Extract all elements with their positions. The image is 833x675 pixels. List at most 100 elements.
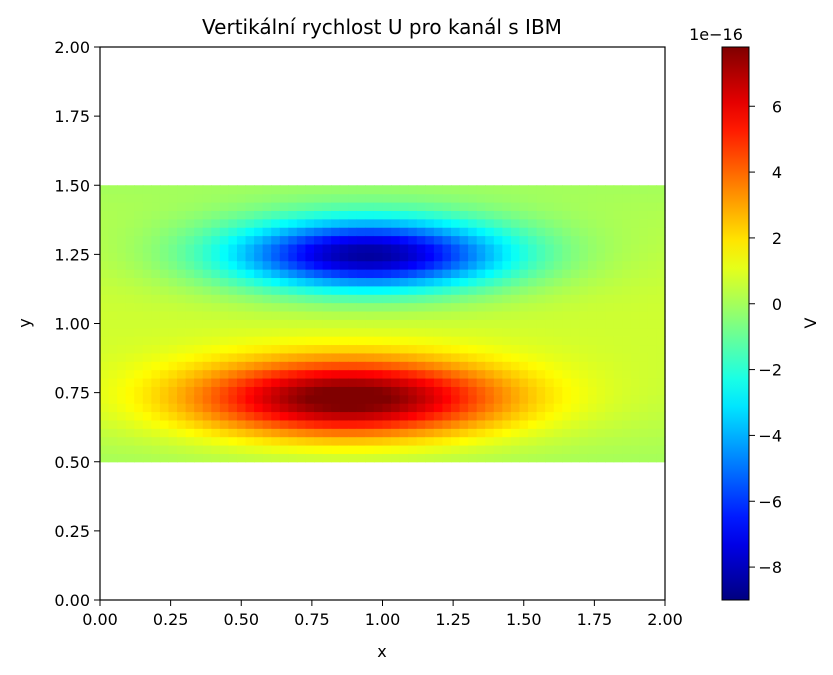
heat-cell [382,361,392,371]
heat-cell [288,260,298,270]
heat-cell [570,319,580,329]
heat-cell [545,386,555,396]
heat-cell [177,319,187,329]
heat-cell [322,361,332,371]
heat-cell [433,310,444,320]
heat-cell [254,361,264,371]
heat-cell [570,277,580,287]
heat-cell [647,294,658,304]
heat-cell [450,243,461,253]
heat-cell [570,210,580,220]
heat-cell [519,361,529,371]
heat-cell [314,444,324,454]
heat-cell [416,336,426,346]
heat-cell [177,377,187,387]
heat-cell [656,369,666,379]
heat-cell [314,302,324,312]
heat-cell [108,411,118,421]
heat-cell [416,453,426,463]
heat-cell [408,377,418,387]
heat-cell [425,352,435,362]
heat-cell [254,285,264,295]
heat-cell [322,260,332,270]
heat-cell [587,394,598,404]
heat-cell [296,277,307,287]
heat-cell [236,403,247,413]
heat-cell [408,218,418,228]
heat-cell [100,411,110,421]
heat-cell [485,260,495,270]
heat-cell [450,235,461,245]
x-tick-label: 2.00 [647,610,683,629]
heat-cell [562,419,572,429]
heat-cell [159,277,170,287]
heat-cell [228,243,238,253]
heat-cell [425,277,435,287]
heat-cell [314,428,324,438]
heat-cell [382,193,392,203]
heat-cell [108,394,118,404]
heat-cell [399,302,409,312]
heat-cell [622,369,632,379]
heat-cell [202,444,212,454]
heat-cell [553,260,563,270]
heat-cell [236,444,247,454]
heat-cell [194,344,204,354]
heat-cell [587,185,598,195]
heat-cell [408,260,418,270]
heat-cell [125,344,135,354]
heat-cell [322,411,332,421]
heat-cell [296,294,307,304]
heat-cell [100,319,110,329]
heat-cell [125,269,135,279]
heat-cell [562,336,572,346]
heat-cell [245,319,255,329]
y-tick-label: 1.00 [54,315,90,334]
heat-cell [194,444,204,454]
heat-cell [228,285,238,295]
heat-cell [296,319,307,329]
heat-cell [656,411,666,421]
heat-cell [639,344,649,354]
heat-cell [553,428,563,438]
heat-cell [211,319,221,329]
heat-cell [202,193,212,203]
heat-cell [459,310,469,320]
heat-cell [245,419,255,429]
heat-cell [433,453,444,463]
heat-cell [528,352,538,362]
heat-cell [485,428,495,438]
heat-cell [279,269,289,279]
heat-cell [408,252,418,262]
heat-cell [562,394,572,404]
heat-cell [236,227,247,237]
heat-cell [100,218,110,228]
heat-cell [605,428,615,438]
heat-cell [245,344,255,354]
heat-cell [416,436,426,446]
heat-cell [433,252,444,262]
heat-cell [100,386,110,396]
heat-cell [228,411,238,421]
heat-cell [579,386,589,396]
heat-cell [262,361,272,371]
heat-cell [468,202,478,211]
heat-cell [647,453,658,463]
heat-cell [536,269,546,279]
heat-cell [408,185,418,195]
heat-cell [416,202,426,211]
heat-cell [502,369,512,379]
heat-cell [605,210,615,220]
heat-cell [416,193,426,203]
heat-cell [177,428,187,438]
heat-cell [468,243,478,253]
heat-cell [125,243,135,253]
heat-cell [536,243,546,253]
heat-cell [254,428,264,438]
heat-cell [100,294,110,304]
heat-cell [202,235,212,245]
heat-cell [296,243,307,253]
heat-cell [314,386,324,396]
heat-cell [159,453,170,463]
heat-cell [450,428,461,438]
